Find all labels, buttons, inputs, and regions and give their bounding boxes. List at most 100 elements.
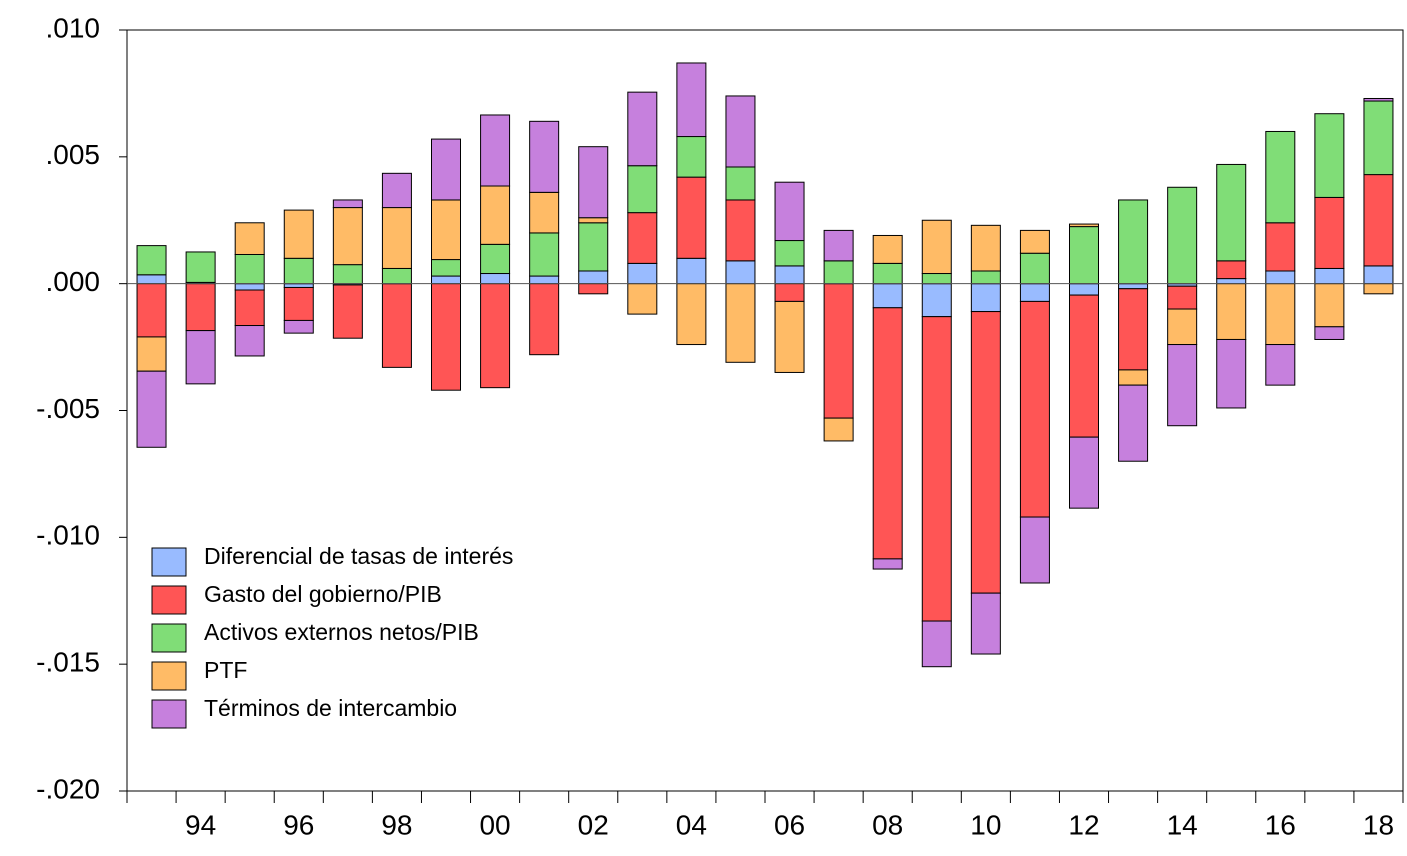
bar-segment xyxy=(480,283,511,389)
bar-segment xyxy=(823,260,854,285)
x-tick-label: 98 xyxy=(381,809,412,840)
bar-segment xyxy=(627,91,658,167)
bar-segment xyxy=(970,224,1001,272)
bar-segment xyxy=(136,370,167,448)
bar-segment xyxy=(676,257,707,285)
bar-segment xyxy=(529,191,560,234)
bar-segment xyxy=(823,417,854,442)
legend-swatch xyxy=(151,623,187,653)
bar-segment xyxy=(823,283,854,419)
bar-segment xyxy=(332,284,363,339)
bar-segment xyxy=(1265,283,1296,346)
bar-segment xyxy=(529,283,560,356)
bar-segment xyxy=(1167,308,1198,346)
bar-segment xyxy=(921,620,952,668)
bar-segment xyxy=(1314,283,1345,328)
bar-segment xyxy=(136,274,167,285)
bar-segment xyxy=(921,273,952,285)
bar-segment xyxy=(921,283,952,318)
bar-segment xyxy=(480,114,511,187)
x-tick-label: 18 xyxy=(1363,809,1394,840)
bar-segment xyxy=(1069,226,1099,285)
y-tick-label: .000 xyxy=(46,266,101,297)
bar-segment xyxy=(529,232,560,277)
legend-swatch xyxy=(151,547,187,577)
bar-segment xyxy=(381,172,412,209)
bar-segment xyxy=(774,265,805,285)
bar-segment xyxy=(774,181,805,242)
bar-segment xyxy=(578,283,609,295)
bar-segment xyxy=(332,264,363,285)
bar-segment xyxy=(234,283,265,291)
bar-segment xyxy=(1363,97,1394,102)
bar-segment xyxy=(283,286,314,321)
bar-segment xyxy=(774,300,805,373)
bar-segment xyxy=(283,319,314,334)
bar-segment xyxy=(676,176,707,259)
x-tick-label: 02 xyxy=(578,809,609,840)
bar-segment xyxy=(431,275,461,285)
legend-label: Gasto del gobierno/PIB xyxy=(204,581,442,607)
bar-segment xyxy=(1069,436,1099,509)
bar-segment xyxy=(1167,344,1198,427)
x-tick-label: 08 xyxy=(872,809,903,840)
bar-segment xyxy=(1314,113,1345,198)
bar-segment xyxy=(1216,163,1247,262)
legend-swatch xyxy=(151,585,187,615)
bar-segment xyxy=(1265,270,1296,285)
legend-label: Diferencial de tasas de interés xyxy=(204,543,513,569)
bar-segment xyxy=(136,245,167,276)
bar-segment xyxy=(1216,283,1247,340)
bar-segment xyxy=(1314,196,1345,269)
bar-segment xyxy=(283,257,314,285)
bar-segment xyxy=(332,207,363,266)
legend-swatch xyxy=(151,661,187,691)
bar-segment xyxy=(1216,338,1247,409)
bar-segment xyxy=(431,199,461,261)
y-tick-label: .010 xyxy=(46,12,101,43)
bar-segment xyxy=(1069,223,1099,228)
bar-segment xyxy=(872,558,903,570)
bar-segment xyxy=(823,229,854,262)
bar-segment xyxy=(872,234,903,264)
bar-segment xyxy=(970,311,1001,594)
legend-swatch xyxy=(151,699,187,729)
x-tick-label: 04 xyxy=(676,809,707,840)
plot-frame xyxy=(126,29,1404,792)
bar-segment xyxy=(136,336,167,372)
bar-segment xyxy=(872,262,903,285)
bar-segment xyxy=(1019,283,1050,302)
y-tick-label: -.005 xyxy=(36,393,100,424)
bar-segment xyxy=(1314,326,1345,340)
bar-segment xyxy=(725,283,756,363)
bar-segment xyxy=(970,592,1001,655)
bar-segment xyxy=(234,289,265,327)
bar-segment xyxy=(185,330,216,385)
bar-segment xyxy=(1363,283,1394,295)
bar-segment xyxy=(234,222,265,255)
bar-segment xyxy=(578,222,609,272)
bar-segment xyxy=(480,273,511,285)
bar-segment xyxy=(627,283,658,315)
bar-segment xyxy=(676,62,707,138)
bar-segment xyxy=(529,275,560,285)
bar-segment xyxy=(725,95,756,168)
bar-segment xyxy=(381,283,412,368)
bar-segment xyxy=(578,146,609,219)
x-tick-label: 96 xyxy=(283,809,314,840)
bar-segment xyxy=(283,283,314,288)
bar-segment xyxy=(1167,186,1198,285)
bar-segment xyxy=(1118,283,1149,290)
y-tick-label: -.015 xyxy=(36,647,100,678)
bar-segment xyxy=(136,283,167,338)
y-tick-label: .005 xyxy=(46,139,101,170)
bar-segment xyxy=(431,259,461,277)
x-tick-label: 14 xyxy=(1167,809,1198,840)
x-tick-label: 16 xyxy=(1265,809,1296,840)
bar-segment xyxy=(185,251,216,283)
legend-label: PTF xyxy=(204,657,247,683)
x-tick-label: 94 xyxy=(185,809,216,840)
bar-segment xyxy=(872,307,903,560)
y-tick-label: -.020 xyxy=(36,773,100,804)
bar-segment xyxy=(1118,199,1149,285)
